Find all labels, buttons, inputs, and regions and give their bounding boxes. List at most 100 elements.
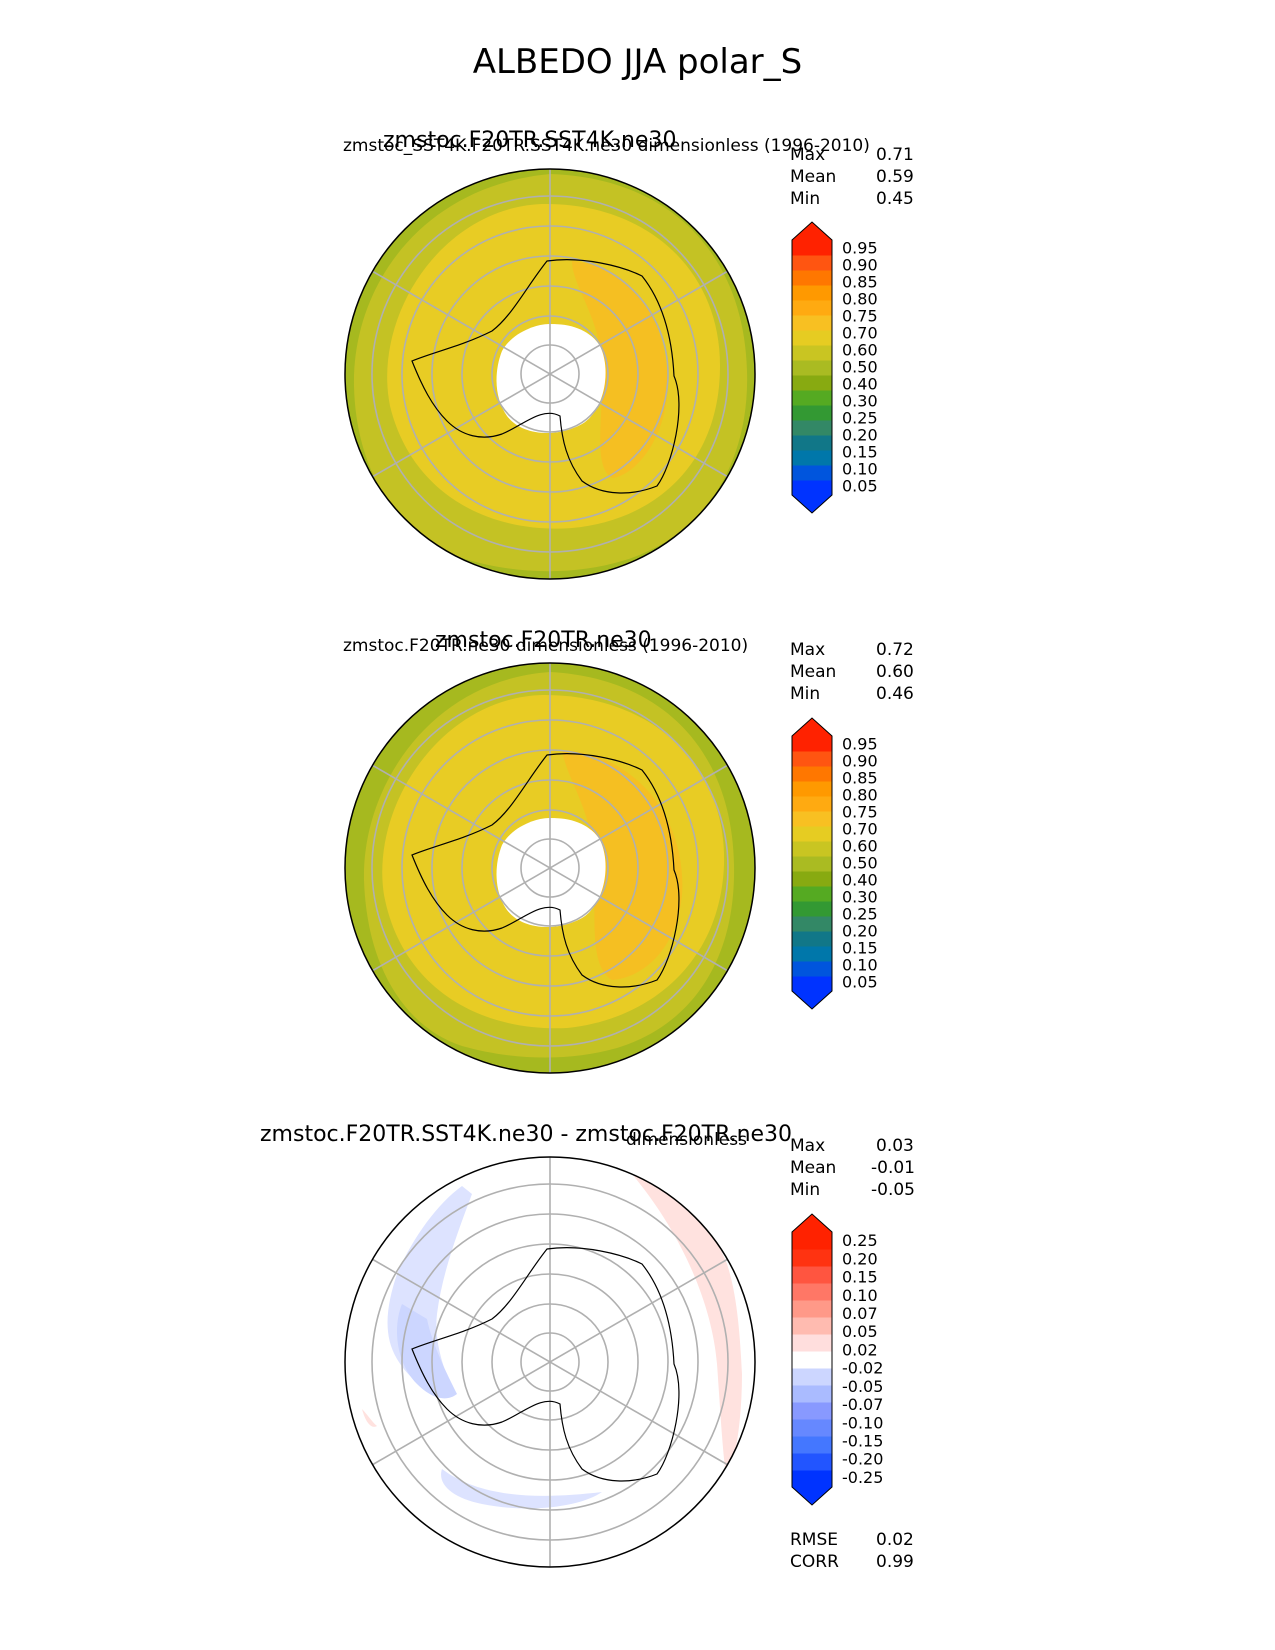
colorbar-tick-label: 0.50	[842, 854, 878, 873]
panel3-title: zmstoc.F20TR.SST4K.ne30 - zmstoc.F20TR.n…	[260, 1122, 793, 1147]
colorbar-bin	[792, 315, 832, 331]
colorbar-bin	[792, 435, 832, 451]
panel3-colorbar: 0.250.200.150.100.070.050.02-0.02-0.05-0…	[791, 1213, 883, 1506]
panel1-min-label: Min	[790, 189, 821, 209]
panel1-max-label: Max	[790, 145, 826, 165]
colorbar-bin	[792, 946, 832, 962]
colorbar-bin	[792, 901, 832, 917]
colorbar-bin	[792, 886, 832, 902]
panel3-rmse-value: 0.02	[876, 1530, 914, 1550]
colorbar-outline	[791, 221, 833, 514]
colorbar-tick-label: 0.70	[842, 324, 878, 343]
colorbar-tick-label: 0.10	[842, 460, 878, 479]
colorbar-bin	[792, 736, 832, 752]
panel1-title: zmstoc.F20TR.SST4K.ne30	[383, 128, 677, 153]
panel1-polar-map	[344, 168, 756, 580]
panel3-corr-value: 0.99	[876, 1552, 914, 1572]
colorbar-tick-label: 0.15	[842, 1268, 878, 1287]
colorbar-extend-min	[792, 991, 832, 1009]
colorbar-tick-label: 0.85	[842, 273, 878, 292]
colorbar-bin	[792, 871, 832, 887]
colorbar-tick-label: 0.70	[842, 820, 878, 839]
colorbar-tick-label: 0.30	[842, 392, 878, 411]
colorbar-bin	[792, 1351, 832, 1369]
colorbar-tick-label: 0.60	[842, 341, 878, 360]
panel3-min-label: Min	[790, 1180, 821, 1200]
colorbar-bin	[792, 255, 832, 271]
colorbar-tick-label: -0.10	[842, 1413, 883, 1432]
colorbar-tick-label: 0.20	[842, 1249, 878, 1268]
colorbar-bin	[792, 796, 832, 812]
panel1-colorbar: 0.950.900.850.800.750.700.600.500.400.30…	[791, 221, 878, 514]
panel3-min-value: -0.05	[871, 1180, 915, 1200]
panel2-colorbar: 0.950.900.850.800.750.700.600.500.400.30…	[791, 717, 878, 1010]
colorbar-tick-label: 0.05	[842, 477, 878, 496]
colorbar-bin	[792, 751, 832, 767]
panel3-mean-label: Mean	[790, 1158, 837, 1178]
colorbar-bin	[792, 375, 832, 391]
colorbar-tick-label: 0.90	[842, 256, 878, 275]
panel3-mean-value: -0.01	[871, 1158, 915, 1178]
colorbar-tick-label: 0.80	[842, 290, 878, 309]
colorbar-bin	[792, 841, 832, 857]
colorbar-bin	[792, 1300, 832, 1318]
colorbar-tick-label: 0.20	[842, 426, 878, 445]
panel1-mean-value: 0.59	[876, 167, 914, 187]
colorbar-bin	[792, 1453, 832, 1471]
colorbar-tick-label: 0.15	[842, 443, 878, 462]
panel3-max-label: Max	[790, 1136, 826, 1156]
colorbar-tick-label: 0.20	[842, 922, 878, 941]
colorbar-bin	[792, 1470, 832, 1488]
colorbar-bin	[792, 781, 832, 797]
colorbar-outline	[791, 717, 833, 1010]
colorbar-tick-label: 0.80	[842, 786, 878, 805]
colorbar-bin	[792, 1266, 832, 1284]
panel2-min-label: Min	[790, 684, 821, 704]
colorbar-extend-max	[792, 718, 832, 736]
colorbar-bin	[792, 420, 832, 436]
colorbar-tick-label: 0.90	[842, 752, 878, 771]
panel2-max-value: 0.72	[876, 640, 914, 660]
colorbar-bin	[792, 1249, 832, 1267]
colorbar-bin	[792, 240, 832, 256]
colorbar-tick-label: 0.60	[842, 837, 878, 856]
colorbar-bin	[792, 916, 832, 932]
colorbar-tick-label: -0.02	[842, 1359, 883, 1378]
panel2-polar-map	[344, 662, 756, 1074]
colorbar-bin	[792, 1436, 832, 1454]
colorbar-tick-label: -0.07	[842, 1395, 883, 1414]
panel1-min-value: 0.45	[876, 189, 914, 209]
colorbar-bin	[792, 1385, 832, 1403]
colorbar-tick-label: 0.25	[842, 409, 878, 428]
panel3-polar-map	[344, 1156, 756, 1568]
colorbar-tick-label: 0.50	[842, 358, 878, 377]
colorbar-bin	[792, 1232, 832, 1250]
colorbar-tick-label: 0.07	[842, 1304, 878, 1323]
panel2-min-value: 0.46	[876, 684, 914, 704]
colorbar-tick-label: 0.75	[842, 307, 878, 326]
colorbar-tick-label: -0.15	[842, 1431, 883, 1450]
colorbar-extend-max	[792, 1214, 832, 1232]
panel3-max-value: 0.03	[876, 1136, 914, 1156]
panel1-subtitle: zmstoc_SST4K.F20TR.SST4K.ne30 dimensionl…	[343, 136, 870, 156]
colorbar-bin	[792, 405, 832, 421]
colorbar-tick-label: 0.85	[842, 769, 878, 788]
colorbar-extend-max	[792, 222, 832, 240]
colorbar-bin	[792, 961, 832, 977]
colorbar-bin	[792, 360, 832, 376]
colorbar-bin	[792, 811, 832, 827]
colorbar-tick-label: -0.20	[842, 1450, 883, 1469]
colorbar-tick-label: 0.05	[842, 973, 878, 992]
colorbar-bin	[792, 1283, 832, 1301]
panel3-corr-label: CORR	[790, 1552, 839, 1572]
colorbar-tick-label: -0.25	[842, 1468, 883, 1487]
colorbar-tick-label: 0.10	[842, 956, 878, 975]
colorbar-bin	[792, 766, 832, 782]
panel2-title: zmstoc.F20TR.ne30	[435, 628, 652, 653]
colorbar-tick-label: 0.40	[842, 871, 878, 890]
colorbar-bin	[792, 345, 832, 361]
figure-title: ALBEDO JJA polar_S	[472, 42, 803, 82]
colorbar-tick-label: 0.95	[842, 735, 878, 754]
colorbar-tick-label: 0.05	[842, 1322, 878, 1341]
panel3-subtitle: dimensionless	[626, 1130, 747, 1150]
